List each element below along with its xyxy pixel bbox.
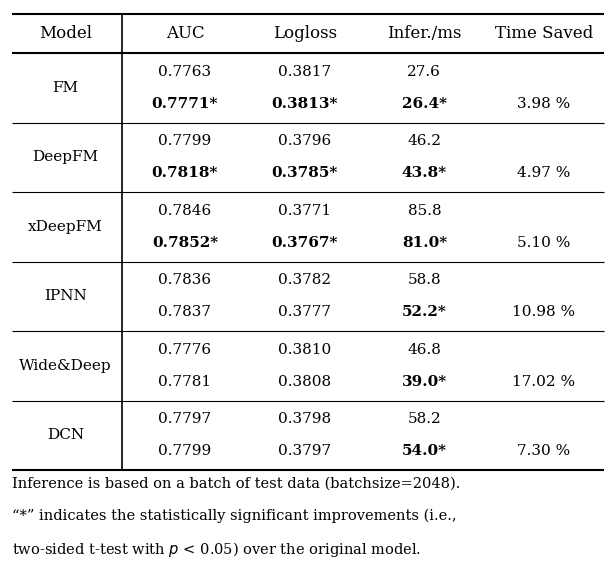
Text: 0.3808: 0.3808	[278, 375, 331, 389]
Text: 0.7771*: 0.7771*	[152, 97, 218, 111]
Text: 85.8: 85.8	[407, 204, 441, 218]
Text: DCN: DCN	[47, 429, 84, 442]
Text: 0.7797: 0.7797	[159, 413, 212, 426]
Text: 0.3785*: 0.3785*	[271, 166, 338, 180]
Text: 0.3798: 0.3798	[278, 413, 331, 426]
Text: 0.7781: 0.7781	[159, 375, 212, 389]
Text: 3.98 %: 3.98 %	[517, 97, 571, 111]
Text: Model: Model	[39, 25, 92, 42]
Text: 0.7799: 0.7799	[158, 445, 212, 458]
Text: 0.3797: 0.3797	[278, 445, 331, 458]
Text: “*” indicates the statistically significant improvements (i.e.,: “*” indicates the statistically signific…	[12, 508, 457, 523]
Text: 0.7776: 0.7776	[159, 343, 212, 357]
Text: Infer./ms: Infer./ms	[387, 25, 462, 42]
Text: Time Saved: Time Saved	[495, 25, 593, 42]
Text: 0.7763: 0.7763	[159, 65, 212, 79]
Text: Wide&Deep: Wide&Deep	[20, 359, 112, 373]
Text: 54.0*: 54.0*	[402, 445, 447, 458]
Text: 0.7799: 0.7799	[158, 135, 212, 148]
Text: 26.4*: 26.4*	[402, 97, 447, 111]
Text: 46.2: 46.2	[407, 135, 441, 148]
Text: Logloss: Logloss	[273, 25, 337, 42]
Text: 0.3782: 0.3782	[278, 274, 331, 287]
Text: 17.02 %: 17.02 %	[512, 375, 576, 389]
Text: 0.3810: 0.3810	[278, 343, 331, 357]
Text: Inference is based on a batch of test data (batchsize=2048).: Inference is based on a batch of test da…	[12, 477, 461, 491]
Text: 5.10 %: 5.10 %	[517, 236, 571, 250]
Text: 0.7836: 0.7836	[159, 274, 212, 287]
Text: 0.3796: 0.3796	[278, 135, 331, 148]
Text: DeepFM: DeepFM	[32, 150, 99, 164]
Text: 0.7846: 0.7846	[158, 204, 212, 218]
Text: FM: FM	[52, 81, 79, 95]
Text: IPNN: IPNN	[44, 290, 87, 303]
Text: AUC: AUC	[165, 25, 204, 42]
Text: 81.0*: 81.0*	[402, 236, 447, 250]
Text: 0.7837: 0.7837	[159, 306, 212, 319]
Text: 0.3813*: 0.3813*	[271, 97, 338, 111]
Text: 4.97 %: 4.97 %	[517, 166, 571, 180]
Text: 0.7852*: 0.7852*	[152, 236, 218, 250]
Text: 0.7818*: 0.7818*	[152, 166, 218, 180]
Text: 0.3767*: 0.3767*	[271, 236, 338, 250]
Text: 27.6: 27.6	[407, 65, 441, 79]
Text: 0.3777: 0.3777	[278, 306, 331, 319]
Text: 52.2*: 52.2*	[402, 306, 447, 319]
Text: xDeepFM: xDeepFM	[28, 220, 103, 234]
Text: 58.8: 58.8	[407, 274, 441, 287]
Text: 43.8*: 43.8*	[402, 166, 447, 180]
Text: 46.8: 46.8	[407, 343, 441, 357]
Text: 0.3771: 0.3771	[278, 204, 331, 218]
Text: 0.3817: 0.3817	[278, 65, 331, 79]
Text: 39.0*: 39.0*	[402, 375, 447, 389]
Text: 7.30 %: 7.30 %	[517, 445, 571, 458]
Text: 10.98 %: 10.98 %	[512, 306, 576, 319]
Text: 58.2: 58.2	[407, 413, 441, 426]
Text: two-sided t-test with $p$ < 0.05) over the original model.: two-sided t-test with $p$ < 0.05) over t…	[12, 540, 422, 559]
